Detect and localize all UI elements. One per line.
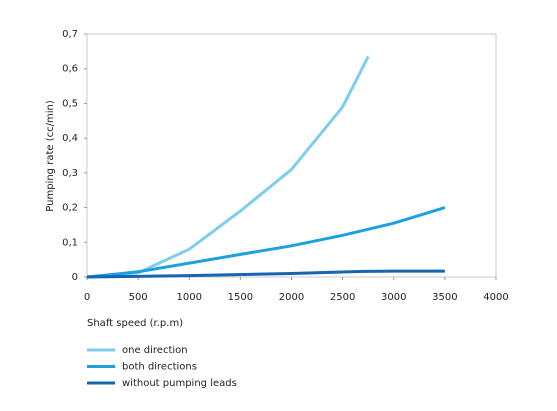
plot-frame [86,33,497,278]
data-line [86,269,445,279]
y-tick-label: 0 [72,272,78,283]
y-tick-label: 0,4 [62,133,78,144]
legend-label: both directions [122,362,197,373]
x-tick-label: 3000 [381,292,406,303]
legend-label: without pumping leads [122,378,237,389]
x-tick-label: 2500 [330,292,355,303]
x-tick-label: 4000 [483,292,508,303]
data-line [86,206,446,279]
x-tick-label: 3500 [432,292,457,303]
x-tick-label: 0 [84,292,90,303]
y-axis-label: Pumping rate (cc/min) [45,100,56,212]
legend-label: one direction [122,345,188,356]
y-tick-label: 0,7 [62,29,78,40]
x-tick-label: 500 [129,292,148,303]
y-tick-label: 0,6 [62,64,78,75]
x-tick-label: 2000 [279,292,304,303]
data-line [86,55,370,279]
y-tick-label: 0,5 [62,98,78,109]
y-tick-label: 0,2 [62,203,78,214]
x-tick-label: 1500 [228,292,253,303]
x-tick-label: 1000 [177,292,202,303]
y-tick-label: 0,3 [62,168,78,179]
x-axis-label: Shaft speed (r.p.m) [87,318,183,329]
y-tick-label: 0,1 [62,237,78,248]
